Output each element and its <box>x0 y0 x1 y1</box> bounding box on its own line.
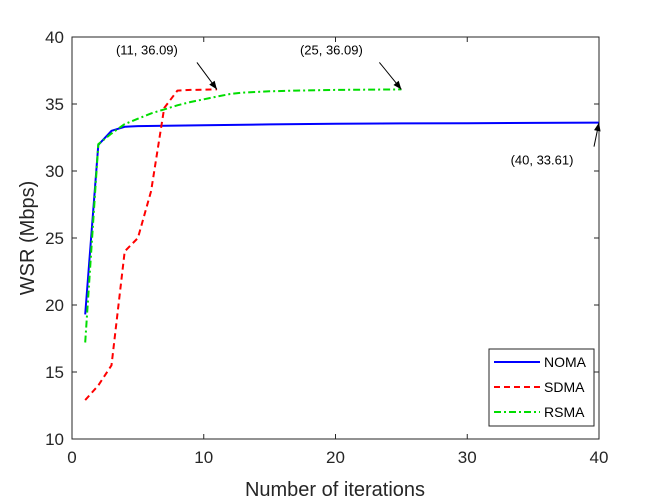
legend-label-noma: NOMA <box>544 354 587 370</box>
x-tick-label: 0 <box>67 448 76 467</box>
series-line-rsma <box>84 88 402 343</box>
y-tick-label: 10 <box>45 430 64 449</box>
x-tick-label: 10 <box>194 448 213 467</box>
y-tick-label: 25 <box>45 229 64 248</box>
annotation-arrow-head <box>209 80 217 90</box>
annotation-label: (40, 33.61) <box>511 153 574 168</box>
x-axis-title: Number of iterations <box>245 479 425 501</box>
y-tick-label: 15 <box>45 363 64 382</box>
y-tick-label: 30 <box>45 162 64 181</box>
y-tick-label: 20 <box>45 296 64 315</box>
legend-label-sdma: SDMA <box>544 379 585 395</box>
series-line-noma <box>84 121 600 315</box>
legend: NOMA SDMA RSMA <box>488 348 595 427</box>
series-layer <box>84 88 600 401</box>
annotation-arrow-head <box>594 122 601 132</box>
annotation-label: (25, 36.09) <box>300 42 363 57</box>
series-line-sdma <box>84 88 217 401</box>
y-tick-label: 40 <box>45 28 64 47</box>
x-tick-label: 40 <box>590 448 609 467</box>
x-tick-label: 30 <box>458 448 477 467</box>
annotations-layer: (11, 36.09) (25, 36.09) (40, 33.61) <box>116 42 601 168</box>
y-axis-title: WSR (Mbps) <box>17 181 39 295</box>
x-tick-label: 20 <box>326 448 345 467</box>
annotation-label: (11, 36.09) <box>116 42 178 57</box>
legend-label-rsma: RSMA <box>544 404 585 420</box>
y-tick-label: 35 <box>45 95 64 114</box>
annotation-arrow-head <box>393 80 402 90</box>
